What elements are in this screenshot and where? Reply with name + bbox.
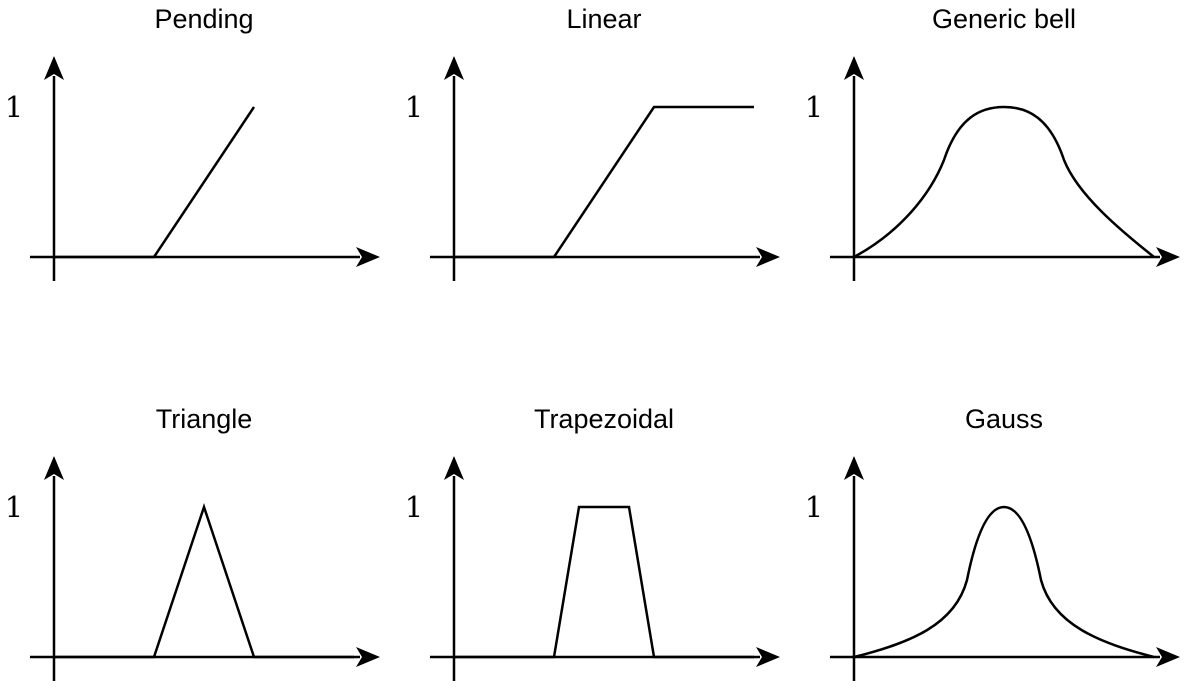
membership-curve bbox=[853, 505, 1155, 659]
membership-curve bbox=[54, 503, 354, 659]
y-axis-arrow-icon bbox=[444, 456, 464, 480]
x-axis-arrow-icon bbox=[1156, 247, 1180, 267]
y-tick-label-1: 1 bbox=[805, 90, 823, 124]
y-axis-arrow-icon bbox=[844, 456, 864, 480]
membership-curve bbox=[54, 106, 256, 259]
panel-title: Pending bbox=[154, 4, 253, 34]
y-axis-arrow-icon bbox=[44, 456, 64, 480]
panel-trapezoidal: Trapezoidal 1 bbox=[405, 404, 780, 681]
panel-title: Triangle bbox=[156, 404, 253, 434]
panel-title: Gauss bbox=[965, 404, 1043, 434]
x-axis-arrow-icon bbox=[356, 647, 380, 667]
y-tick-label-1: 1 bbox=[5, 90, 23, 124]
panel-title: Trapezoidal bbox=[534, 404, 674, 434]
panel-gauss: Gauss 1 bbox=[805, 404, 1180, 681]
panel-title: Linear bbox=[566, 4, 641, 34]
x-axis-arrow-icon bbox=[756, 647, 780, 667]
x-axis-arrow-icon bbox=[756, 247, 780, 267]
y-tick-label-1: 1 bbox=[805, 490, 823, 524]
panel-linear: Linear 1 bbox=[405, 4, 780, 281]
x-axis-arrow-icon bbox=[356, 247, 380, 267]
panel-pending: Pending 1 bbox=[5, 4, 380, 281]
y-axis-arrow-icon bbox=[444, 56, 464, 80]
panel-generic-bell: Generic bell 1 bbox=[805, 4, 1180, 281]
y-axis-arrow-icon bbox=[44, 56, 64, 80]
y-tick-label-1: 1 bbox=[405, 490, 423, 524]
x-axis-arrow-icon bbox=[1156, 647, 1180, 667]
panel-title: Generic bell bbox=[932, 4, 1076, 34]
y-axis-arrow-icon bbox=[844, 56, 864, 80]
membership-curve bbox=[853, 105, 1155, 259]
membership-curve bbox=[454, 105, 754, 259]
membership-curve bbox=[454, 505, 754, 659]
y-tick-label-1: 1 bbox=[405, 90, 423, 124]
panel-triangle: Triangle 1 bbox=[5, 404, 380, 681]
y-tick-label-1: 1 bbox=[5, 490, 23, 524]
